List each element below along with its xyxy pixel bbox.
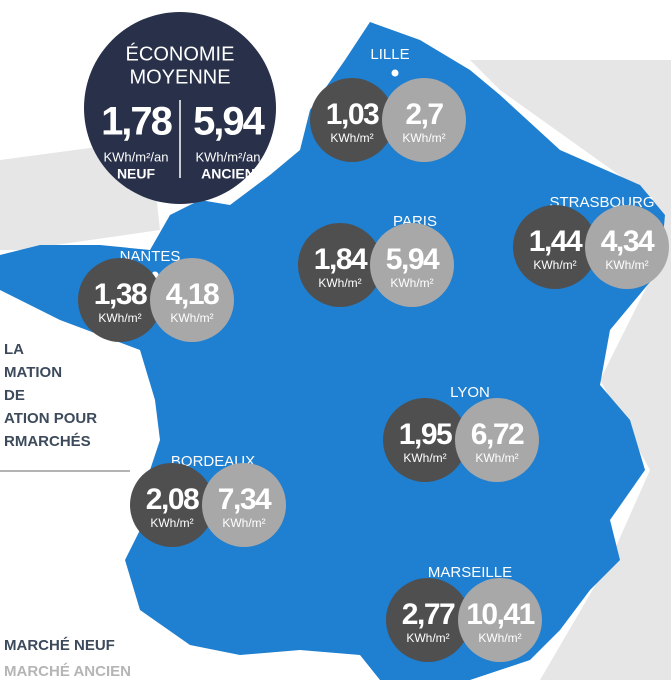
old-circle: [370, 223, 454, 307]
city-dot: [391, 69, 399, 77]
unit: KWh/m²: [402, 131, 445, 145]
side-text: RMARCHÉS: [4, 433, 91, 450]
city-name: LYON: [450, 384, 490, 401]
old-value: 10,41: [466, 598, 534, 631]
unit: KWh/m²: [318, 276, 361, 290]
side-text: ATION POUR: [4, 410, 97, 427]
new-circle: [386, 578, 470, 662]
unit: KWh/m²: [330, 131, 373, 145]
old-value: 4,34: [601, 225, 655, 258]
unit: KWh/m²: [605, 258, 648, 272]
unit: KWh/m²: [475, 451, 518, 465]
new-value: 2,08: [146, 483, 199, 516]
old-circle: [382, 78, 466, 162]
summary-old-unit: KWh/m²/an: [195, 149, 260, 164]
unit: KWh/m²: [98, 311, 141, 325]
city-name: LILLE: [370, 46, 409, 63]
new-value: 1,38: [94, 278, 147, 311]
summary-new-unit: KWh/m²/an: [103, 149, 168, 164]
unit: KWh/m²: [170, 311, 213, 325]
new-circle: [383, 398, 467, 482]
new-value: 1,95: [399, 418, 452, 451]
old-circle: [202, 463, 286, 547]
unit: KWh/m²: [533, 258, 576, 272]
summary-old-label: ANCIEN: [201, 166, 255, 182]
old-value: 6,72: [471, 418, 524, 451]
summary-old-value: 5,94: [193, 100, 266, 144]
unit: KWh/m²: [403, 451, 446, 465]
side-text: MATION: [4, 364, 62, 381]
summary-title: ÉCONOMIE: [126, 42, 235, 65]
unit: KWh/m²: [150, 516, 193, 530]
new-value: 2,77: [402, 598, 455, 631]
unit: KWh/m²: [222, 516, 265, 530]
legend-entry: MARCHÉ NEUF: [4, 637, 115, 654]
old-circle: [455, 398, 539, 482]
side-text: LA: [4, 341, 24, 358]
old-circle: [458, 578, 542, 662]
new-circle: [78, 258, 162, 342]
old-value: 7,34: [218, 483, 272, 516]
summary-new-value: 1,78: [101, 100, 173, 144]
old-value: 5,94: [386, 243, 440, 276]
new-circle: [310, 78, 394, 162]
old-circle: [150, 258, 234, 342]
new-value: 1,03: [326, 98, 379, 131]
neighbor-land: [470, 60, 671, 680]
unit: KWh/m²: [478, 631, 521, 645]
old-value: 4,18: [166, 278, 219, 311]
new-circle: [513, 205, 597, 289]
old-circle: [585, 205, 669, 289]
side-text: DE: [4, 387, 25, 404]
new-circle: [298, 223, 382, 307]
unit: KWh/m²: [406, 631, 449, 645]
city-name: MARSEILLE: [428, 564, 512, 581]
summary-new-label: NEUF: [117, 166, 156, 182]
new-value: 1,44: [529, 225, 583, 258]
new-circle: [130, 463, 214, 547]
unit: KWh/m²: [390, 276, 433, 290]
new-value: 1,84: [314, 243, 368, 276]
summary-title: MOYENNE: [129, 66, 230, 88]
old-value: 2,7: [405, 98, 443, 131]
legend-entry: MARCHÉ ANCIEN: [4, 663, 131, 680]
